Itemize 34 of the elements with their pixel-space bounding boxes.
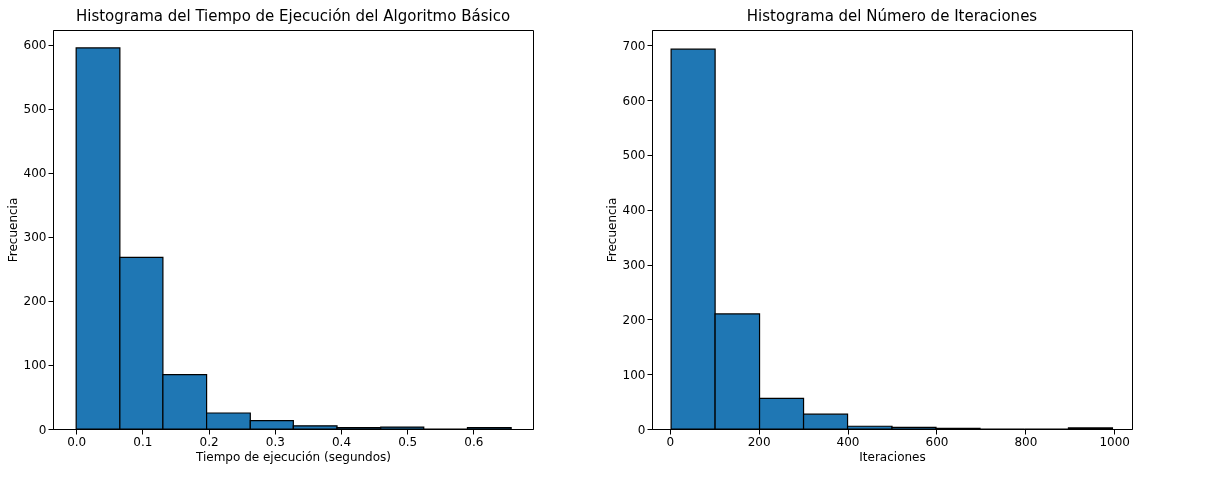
y-axis-title: Frecuencia bbox=[604, 197, 619, 263]
x-tick-label: 0.3 bbox=[265, 434, 285, 449]
x-tick-label: 400 bbox=[836, 434, 860, 449]
y-tick-label: 600 bbox=[622, 93, 646, 108]
y-tick-label: 200 bbox=[622, 312, 646, 327]
chart-title: Histograma del Número de Iteraciones bbox=[746, 7, 1038, 25]
y-tick-label: 100 bbox=[622, 367, 646, 382]
y-tick-label: 400 bbox=[622, 203, 646, 218]
y-tick-label: 200 bbox=[23, 294, 47, 309]
y-tick-label: 500 bbox=[23, 102, 47, 117]
y-tick-label: 300 bbox=[622, 258, 646, 273]
chart-title: Histograma del Tiempo de Ejecución del Algoritmo Básico bbox=[75, 7, 511, 25]
x-axis-title: Tiempo de ejecución (segundos) bbox=[195, 449, 391, 464]
x-tick-label: 0.5 bbox=[398, 434, 418, 449]
y-tick-label: 400 bbox=[23, 166, 47, 181]
y-tick-label: 600 bbox=[23, 38, 47, 53]
y-axis-title: Frecuencia bbox=[5, 197, 20, 263]
x-tick-label: 200 bbox=[747, 434, 771, 449]
x-tick-label: 0.0 bbox=[67, 434, 87, 449]
x-tick-label: 0.1 bbox=[133, 434, 153, 449]
y-tick-label: 100 bbox=[23, 358, 47, 373]
x-tick-label: 0.6 bbox=[464, 434, 484, 449]
x-tick-label: 1000 bbox=[1099, 434, 1130, 449]
x-tick-label: 800 bbox=[1014, 434, 1038, 449]
y-tick-label: 300 bbox=[23, 230, 47, 245]
x-tick-label: 0.4 bbox=[331, 434, 352, 449]
x-tick-label: 0 bbox=[666, 434, 675, 449]
y-tick-label: 700 bbox=[622, 38, 646, 53]
x-tick-label: 0.2 bbox=[199, 434, 219, 449]
y-tick-label: 0 bbox=[637, 422, 646, 437]
x-axis-title: Iteraciones bbox=[859, 449, 926, 464]
x-tick-label: 600 bbox=[925, 434, 949, 449]
y-tick-label: 500 bbox=[622, 148, 646, 163]
y-tick-label: 0 bbox=[38, 422, 47, 437]
